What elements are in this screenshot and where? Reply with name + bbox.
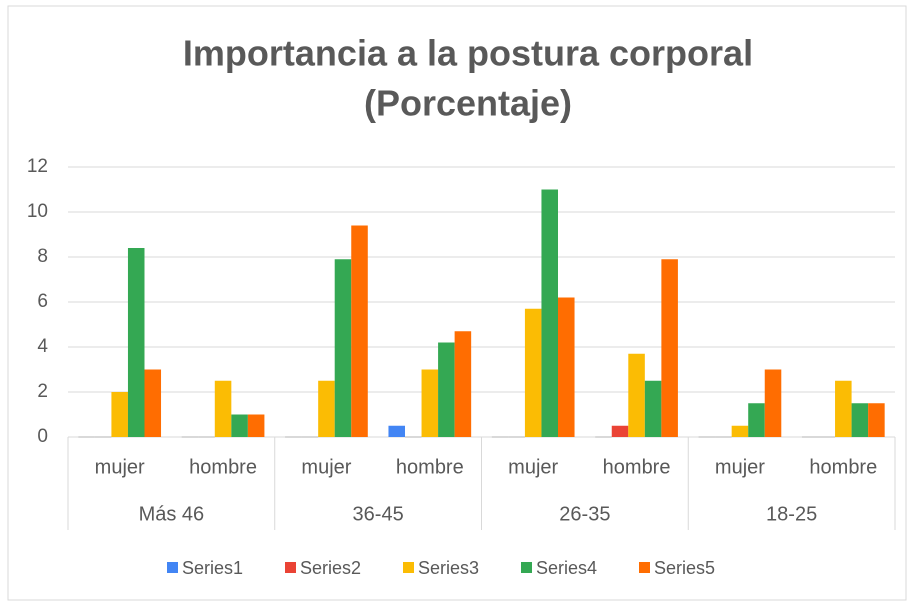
bar xyxy=(835,380,852,437)
bar xyxy=(644,380,662,437)
y-tick-label: 12 xyxy=(27,156,48,177)
bar xyxy=(405,436,422,438)
bar xyxy=(285,436,302,438)
legend-label: Series1 xyxy=(182,558,243,578)
bar xyxy=(388,425,406,437)
bar xyxy=(868,403,885,437)
y-tick-label: 10 xyxy=(27,201,48,222)
y-tick-label: 8 xyxy=(37,246,48,267)
chart-frame xyxy=(7,5,907,601)
bar xyxy=(318,380,335,437)
group-label: 36-45 xyxy=(353,503,404,525)
x-tick-label: hombre xyxy=(396,456,464,478)
bar xyxy=(198,436,215,438)
bar xyxy=(111,392,128,437)
bar xyxy=(454,331,472,437)
bar xyxy=(94,436,112,438)
legend-label: Series5 xyxy=(654,558,715,578)
y-tick-label: 6 xyxy=(37,291,48,312)
x-tick-label: mujer xyxy=(508,456,558,478)
y-tick-label: 2 xyxy=(37,381,48,402)
legend-swatch xyxy=(639,562,650,573)
bar xyxy=(491,436,509,438)
bar xyxy=(818,436,836,438)
bar xyxy=(301,436,319,438)
bar xyxy=(731,425,749,437)
bar xyxy=(127,248,145,437)
bar xyxy=(78,436,95,438)
chart-title: (Porcentaje) xyxy=(364,83,572,124)
bar xyxy=(231,414,248,437)
bar xyxy=(748,403,765,437)
bar xyxy=(334,259,352,437)
chart-title: Importancia a la postura corporal xyxy=(183,33,753,74)
bar xyxy=(628,353,645,437)
legend-label: Series3 xyxy=(418,558,479,578)
bar xyxy=(698,436,716,438)
bar xyxy=(508,436,525,438)
bar xyxy=(181,436,199,438)
bar xyxy=(214,380,232,437)
bar xyxy=(764,369,782,437)
bar xyxy=(557,297,575,437)
legend-swatch xyxy=(521,562,532,573)
x-tick-label: mujer xyxy=(301,456,351,478)
bar xyxy=(524,308,542,437)
legend-label: Series2 xyxy=(300,558,361,578)
legend-swatch xyxy=(403,562,414,573)
group-label: Más 46 xyxy=(139,503,205,525)
bar xyxy=(595,436,612,438)
bar xyxy=(611,425,629,437)
group-label: 26-35 xyxy=(559,503,610,525)
bar xyxy=(851,403,869,437)
bar xyxy=(351,225,368,437)
x-tick-label: hombre xyxy=(189,456,257,478)
bar xyxy=(247,414,265,437)
bar xyxy=(661,259,678,437)
x-tick-label: mujer xyxy=(95,456,145,478)
legend-label: Series4 xyxy=(536,558,597,578)
x-tick-label: mujer xyxy=(715,456,765,478)
y-tick-label: 0 xyxy=(37,426,48,447)
bar xyxy=(541,189,558,437)
bar xyxy=(438,342,455,437)
legend-swatch xyxy=(285,562,296,573)
legend-swatch xyxy=(167,562,178,573)
group-label: 18-25 xyxy=(766,503,817,525)
y-tick-label: 4 xyxy=(37,336,48,357)
x-tick-label: hombre xyxy=(603,456,671,478)
bar xyxy=(421,369,439,437)
x-tick-label: hombre xyxy=(809,456,877,478)
bar xyxy=(801,436,819,438)
bar xyxy=(144,369,162,437)
bar xyxy=(715,436,732,438)
